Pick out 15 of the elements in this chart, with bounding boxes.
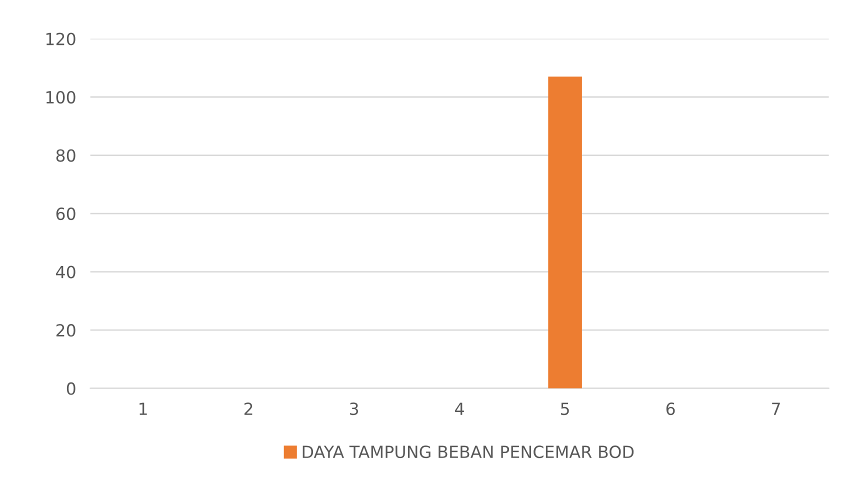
x-tick-label: 6: [666, 402, 675, 416]
x-tick-label: 3: [350, 402, 358, 416]
y-tick-label: 0: [66, 382, 76, 395]
x-tick-label: 4: [455, 402, 464, 415]
x-tick-label: 2: [244, 402, 252, 415]
legend-label: DAYA TAMPUNG BEBAN PENCEMAR BOD: [302, 446, 634, 458]
y-tick-label: 20: [56, 324, 76, 337]
x-tick-label: 5: [561, 402, 569, 416]
x-tick-label: 1: [140, 402, 147, 415]
y-tick-label: 100: [46, 90, 76, 104]
y-tick-label: 40: [56, 266, 76, 278]
x-tick-label: 7: [772, 402, 780, 415]
y-tick-label: 60: [56, 207, 76, 220]
y-tick-label: 120: [46, 32, 76, 46]
y-tick-label: 80: [56, 149, 76, 162]
